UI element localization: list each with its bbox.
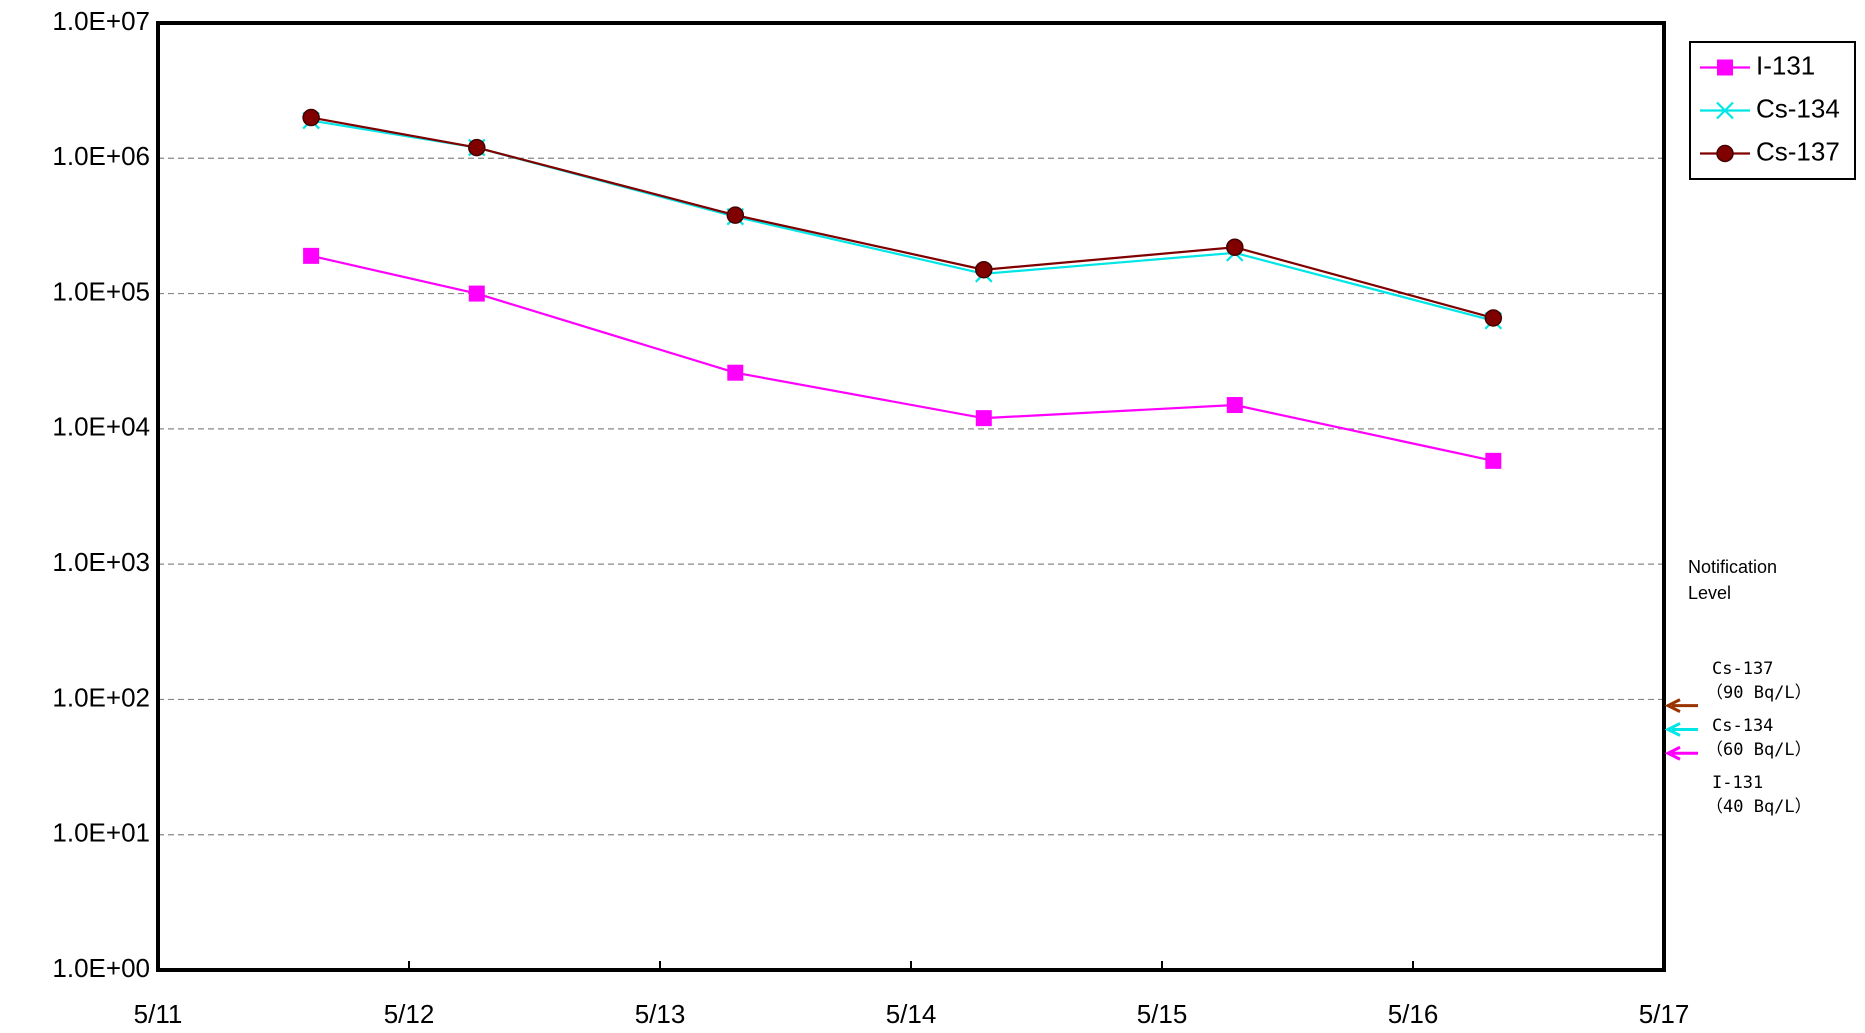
marker [302, 108, 320, 127]
legend-label: Cs-134 [1756, 93, 1840, 123]
x-tick-label: 5/13 [635, 999, 686, 1029]
marker [1485, 452, 1502, 469]
y-tick-label: 1.0E+02 [52, 682, 150, 712]
marker [468, 138, 486, 157]
level-value: （40 Bq/L） [1706, 797, 1812, 817]
plot-frame [156, 21, 1666, 972]
marker [975, 410, 992, 427]
level-arrow [1664, 722, 1698, 737]
marker [726, 206, 745, 224]
x-tick-label: 5/11 [134, 999, 183, 1029]
legend-marker [1716, 101, 1734, 120]
level-arrow [1664, 698, 1698, 713]
marker [975, 260, 993, 279]
x-tick-label: 5/12 [384, 999, 435, 1029]
marker [468, 285, 485, 302]
x-tick-label: 5/16 [1388, 999, 1439, 1029]
legend-label: Cs-137 [1756, 136, 1840, 166]
y-tick-label: 1.0E+01 [52, 818, 150, 848]
y-tick-label: 1.0E+03 [52, 547, 150, 577]
level-label: I-131 [1712, 773, 1763, 793]
marker [1226, 238, 1244, 256]
marker [727, 364, 744, 381]
level-label: Cs-134 [1712, 716, 1773, 736]
level-value: （60 Bq/L） [1706, 740, 1812, 760]
marker [1226, 397, 1243, 414]
legend-marker [1716, 144, 1734, 163]
level-label: Cs-137 [1712, 659, 1773, 679]
legend-marker [1717, 59, 1733, 76]
level-arrow [1664, 745, 1698, 761]
series-line [310, 254, 1494, 462]
x-tick-label: 5/15 [1137, 999, 1188, 1029]
y-tick-label: 1.0E+04 [52, 412, 150, 442]
x-tick-label: 5/14 [886, 999, 937, 1029]
y-tick-label: 1.0E+05 [52, 276, 150, 306]
marker [1484, 309, 1503, 327]
series-line [310, 116, 1494, 320]
y-tick-label: 1.0E+06 [52, 141, 150, 171]
legend-label: I-131 [1756, 50, 1815, 80]
marker [303, 247, 320, 264]
notification-title: Notification Level [1688, 557, 1778, 603]
level-value: （90 Bq/L） [1706, 683, 1812, 703]
x-tick-label: 5/17 [1639, 999, 1690, 1029]
y-tick-label: 1.0E+00 [52, 953, 150, 983]
y-tick-label: 1.0E+07 [52, 6, 150, 36]
